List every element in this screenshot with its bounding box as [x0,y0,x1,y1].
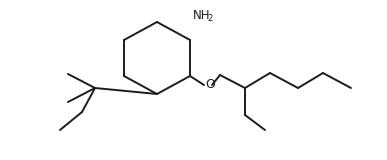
Text: NH: NH [193,8,211,21]
Text: O: O [205,77,215,91]
Text: 2: 2 [207,13,212,23]
